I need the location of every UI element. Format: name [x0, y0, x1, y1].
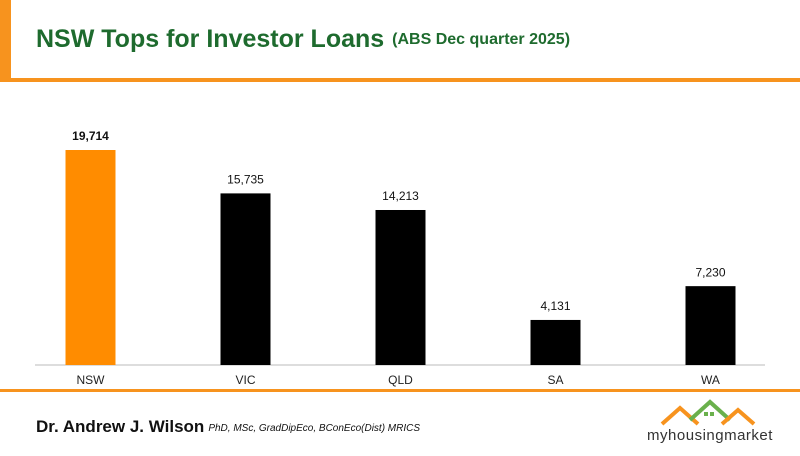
bar: [65, 150, 116, 365]
value-label: 19,714: [72, 129, 109, 143]
x-tick-label: VIC: [235, 373, 255, 387]
x-tick-label: QLD: [388, 373, 413, 387]
value-label: 7,230: [695, 265, 725, 279]
credentials: PhD, MSc, GradDipEco, BConEco(Dist) MRIC…: [208, 423, 420, 434]
value-label: 4,131: [540, 299, 570, 313]
x-tick-label: SA: [547, 373, 563, 387]
bar: [685, 286, 736, 365]
value-label: 15,735: [227, 173, 264, 187]
accent-bar: [0, 0, 11, 82]
author: Dr. Andrew J. Wilson: [36, 417, 204, 436]
bar: [530, 319, 581, 365]
chart-title: NSW Tops for Investor Loans (ABS Dec quar…: [36, 25, 570, 53]
value-label: 14,213: [382, 189, 419, 203]
title: NSW Tops for Investor Loans: [36, 25, 384, 53]
author-line: Dr. Andrew J. Wilson PhD, MSc, GradDipEco…: [36, 417, 420, 436]
footer-rule: [0, 389, 800, 392]
bar: [220, 193, 271, 365]
subtitle: (ABS Dec quarter 2025): [392, 31, 570, 48]
x-tick-label: WA: [701, 373, 720, 387]
header-rule: [0, 78, 800, 82]
logo-icon: [660, 399, 756, 426]
bar: [375, 209, 426, 365]
logo-text: myhousingmarket: [647, 427, 773, 444]
x-tick-label: NSW: [77, 373, 106, 387]
